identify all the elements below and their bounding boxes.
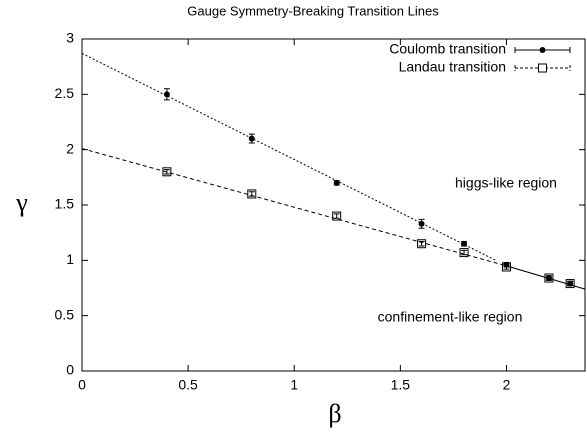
y-tick-label: 2.5 — [55, 85, 75, 101]
marker — [565, 279, 575, 289]
x-tick-label: 1 — [290, 377, 298, 393]
marker — [248, 135, 255, 142]
y-tick-label: 0.5 — [55, 306, 75, 322]
marker — [461, 240, 468, 247]
x-tick-label: 0 — [78, 377, 86, 393]
x-axis-label: β — [328, 399, 341, 428]
y-tick-label: 1 — [66, 251, 74, 267]
marker — [501, 262, 511, 272]
legend-marker — [538, 63, 547, 73]
error-bar — [333, 213, 340, 219]
marker — [418, 220, 425, 227]
legend-label: Landau transition — [399, 59, 506, 75]
error-bar — [503, 264, 510, 270]
legend-label: Coulomb transition — [389, 41, 506, 57]
error-bar — [567, 280, 574, 287]
y-axis-label: γ — [15, 188, 28, 217]
legend-marker — [539, 47, 546, 53]
marker — [163, 91, 170, 98]
error-bar — [461, 249, 468, 256]
error-bar — [545, 275, 552, 281]
marker — [459, 248, 469, 258]
marker — [417, 239, 427, 249]
error-bar — [163, 169, 170, 175]
marker — [544, 273, 554, 283]
x-tick-label: 2 — [503, 377, 511, 393]
y-tick-label: 1.5 — [55, 196, 75, 212]
marker — [332, 211, 342, 221]
chart-title: Gauge Symmetry-Breaking Transition Lines — [187, 3, 439, 18]
fit-line — [81, 148, 507, 267]
y-tick-label: 0 — [66, 362, 74, 378]
fit-line — [81, 52, 497, 261]
annotation: higgs-like region — [455, 175, 557, 191]
marker — [162, 167, 172, 177]
fit-line — [506, 265, 586, 290]
error-bar — [418, 241, 425, 247]
y-tick-label: 2 — [66, 140, 74, 156]
marker — [333, 179, 340, 186]
marker — [247, 189, 257, 199]
y-tick-label: 3 — [66, 30, 74, 46]
annotation: confinement-like region — [378, 309, 523, 325]
error-bar — [248, 191, 255, 197]
x-tick-label: 0.5 — [178, 377, 198, 393]
x-tick-label: 1.5 — [391, 377, 411, 393]
